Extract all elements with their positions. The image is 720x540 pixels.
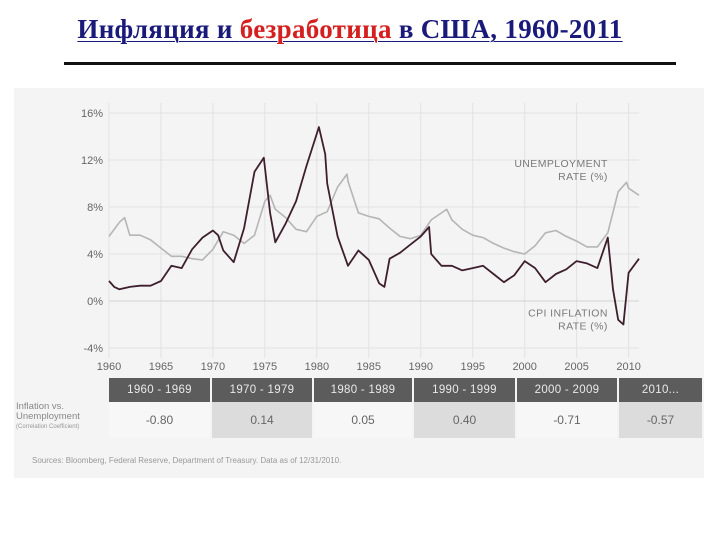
correlation-value: -0.80	[109, 402, 210, 438]
inflation-series-line	[108, 126, 640, 326]
correlation-row-label: Inflation vs. Unemployment (Correlation …	[16, 402, 108, 432]
x-tick-label: 1975	[253, 361, 277, 373]
period-header: 1980 - 1989	[314, 378, 412, 402]
x-tick-label: 1995	[460, 361, 484, 373]
x-tick-label: 1990	[409, 361, 433, 373]
x-tick-label: 2000	[512, 361, 536, 373]
x-tick-label: 1980	[305, 361, 329, 373]
period-header: 1970 - 1979	[212, 378, 312, 402]
correlation-value: 0.05	[314, 402, 412, 438]
y-tick-label: 12%	[81, 155, 103, 167]
y-tick-label: 16%	[81, 108, 103, 120]
period-header: 2000 - 2009	[517, 378, 617, 402]
inflation-label-line-2: RATE (%)	[558, 320, 608, 332]
correlation-value: 0.14	[212, 402, 312, 438]
x-tick-label: 1985	[357, 361, 381, 373]
period-header: 1990 - 1999	[414, 378, 515, 402]
period-header: 1960 - 1969	[109, 378, 210, 402]
y-tick-label: 8%	[87, 202, 103, 214]
correlation-value: -0.71	[517, 402, 617, 438]
correlation-value: 0.40	[414, 402, 515, 438]
series-lines	[108, 126, 640, 326]
row-label-line-1: Inflation vs.	[16, 401, 65, 412]
unemployment-series-line	[108, 173, 640, 261]
correlation-table: 1960 - 1969 -0.80 1970 - 1979 0.14 1980 - 19…	[14, 378, 704, 442]
y-tick-label: 0%	[87, 296, 103, 308]
unemployment-label-line-1: UNEMPLOYMENT	[514, 158, 608, 170]
row-sublabel: (Correlation Coefficient)	[16, 424, 80, 430]
line-chart: 16% 12% 8% 4% 0% -4% 1960 1965 1970 1975 1980 1985 1…	[81, 103, 641, 373]
y-tick-label: -4%	[83, 343, 103, 355]
y-tick-label: 4%	[87, 249, 103, 261]
period-header: 2010...	[619, 378, 702, 402]
title-part-3: в США, 1960-2011	[391, 14, 623, 44]
x-tick-label: 1965	[149, 361, 173, 373]
row-label-line-2: Unemployment	[16, 411, 80, 422]
axes: 16% 12% 8% 4% 0% -4% 1960 1965 1970 1975 1980 1985 1…	[81, 108, 641, 373]
slide-title: Инфляция и безработица в США, 1960-2011	[0, 14, 700, 45]
title-highlight: безработица	[239, 14, 392, 44]
x-tick-label: 2010	[616, 361, 640, 373]
title-underline-rule	[64, 62, 676, 65]
unemployment-label-line-2: RATE (%)	[558, 171, 608, 183]
title-part-1: Инфляция и	[77, 14, 240, 44]
inflation-label-line-1: CPI INFLATION	[528, 307, 608, 319]
x-tick-label: 2005	[564, 361, 588, 373]
correlation-value: -0.57	[619, 402, 702, 438]
source-note: Sources: Bloomberg, Federal Reserve, Dep…	[32, 456, 342, 465]
x-tick-label: 1960	[97, 361, 121, 373]
x-tick-label: 1970	[201, 361, 225, 373]
grid-lines	[108, 103, 639, 358]
